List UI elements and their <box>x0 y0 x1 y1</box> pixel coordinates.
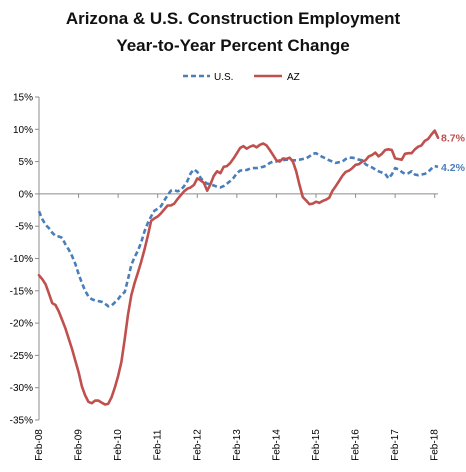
x-tick-label: Feb-14 <box>271 429 282 461</box>
x-tick-label: Feb-12 <box>192 429 203 461</box>
x-tick-label: Feb-13 <box>232 429 243 461</box>
y-tick-label: 15% <box>13 93 33 104</box>
x-tick-label: Feb-17 <box>390 429 401 461</box>
legend: U.S. AZ <box>183 72 300 83</box>
legend-label-us: U.S. <box>214 72 233 83</box>
y-axis: 15% 10% 5% 0% -5% -10% -15% -20% -25% -30% -35% <box>10 93 40 427</box>
x-tick-label: Feb-15 <box>311 429 322 461</box>
legend-label-az: AZ <box>287 72 300 83</box>
x-tick-label: Feb-08 <box>34 429 45 461</box>
y-tick-label: 10% <box>13 125 33 136</box>
x-tick-label: Feb-18 <box>430 429 441 461</box>
y-tick-label: -35% <box>10 416 33 427</box>
end-label-us: 4.2% <box>441 162 466 174</box>
y-tick-label: -10% <box>10 254 33 265</box>
x-tick-label: Feb-16 <box>351 429 362 461</box>
end-label-az: 8.7% <box>441 133 466 145</box>
y-tick-label: -25% <box>10 351 33 362</box>
y-tick-label: 0% <box>19 189 34 200</box>
y-tick-label: -15% <box>10 286 33 297</box>
y-tick-label: 5% <box>19 157 34 168</box>
y-tick-label: -20% <box>10 319 33 330</box>
series-line-us <box>37 151 439 308</box>
x-axis: Feb-08 Feb-09 Feb-10 Feb-11 Feb-12 Feb-13 Feb-… <box>34 193 441 461</box>
chart-title: Arizona & U.S. Construction Employment <box>66 9 401 28</box>
y-tick-label: -5% <box>15 222 33 233</box>
y-tick-label: -30% <box>10 383 33 394</box>
x-tick-label: Feb-09 <box>74 429 85 461</box>
series-layer <box>37 129 440 406</box>
x-tick-label: Feb-10 <box>113 429 124 461</box>
end-labels: 4.2% 8.7% <box>441 133 466 174</box>
series-line-az <box>37 129 440 406</box>
chart-subtitle: Year-to-Year Percent Change <box>116 36 349 55</box>
x-tick-label: Feb-11 <box>153 429 164 460</box>
